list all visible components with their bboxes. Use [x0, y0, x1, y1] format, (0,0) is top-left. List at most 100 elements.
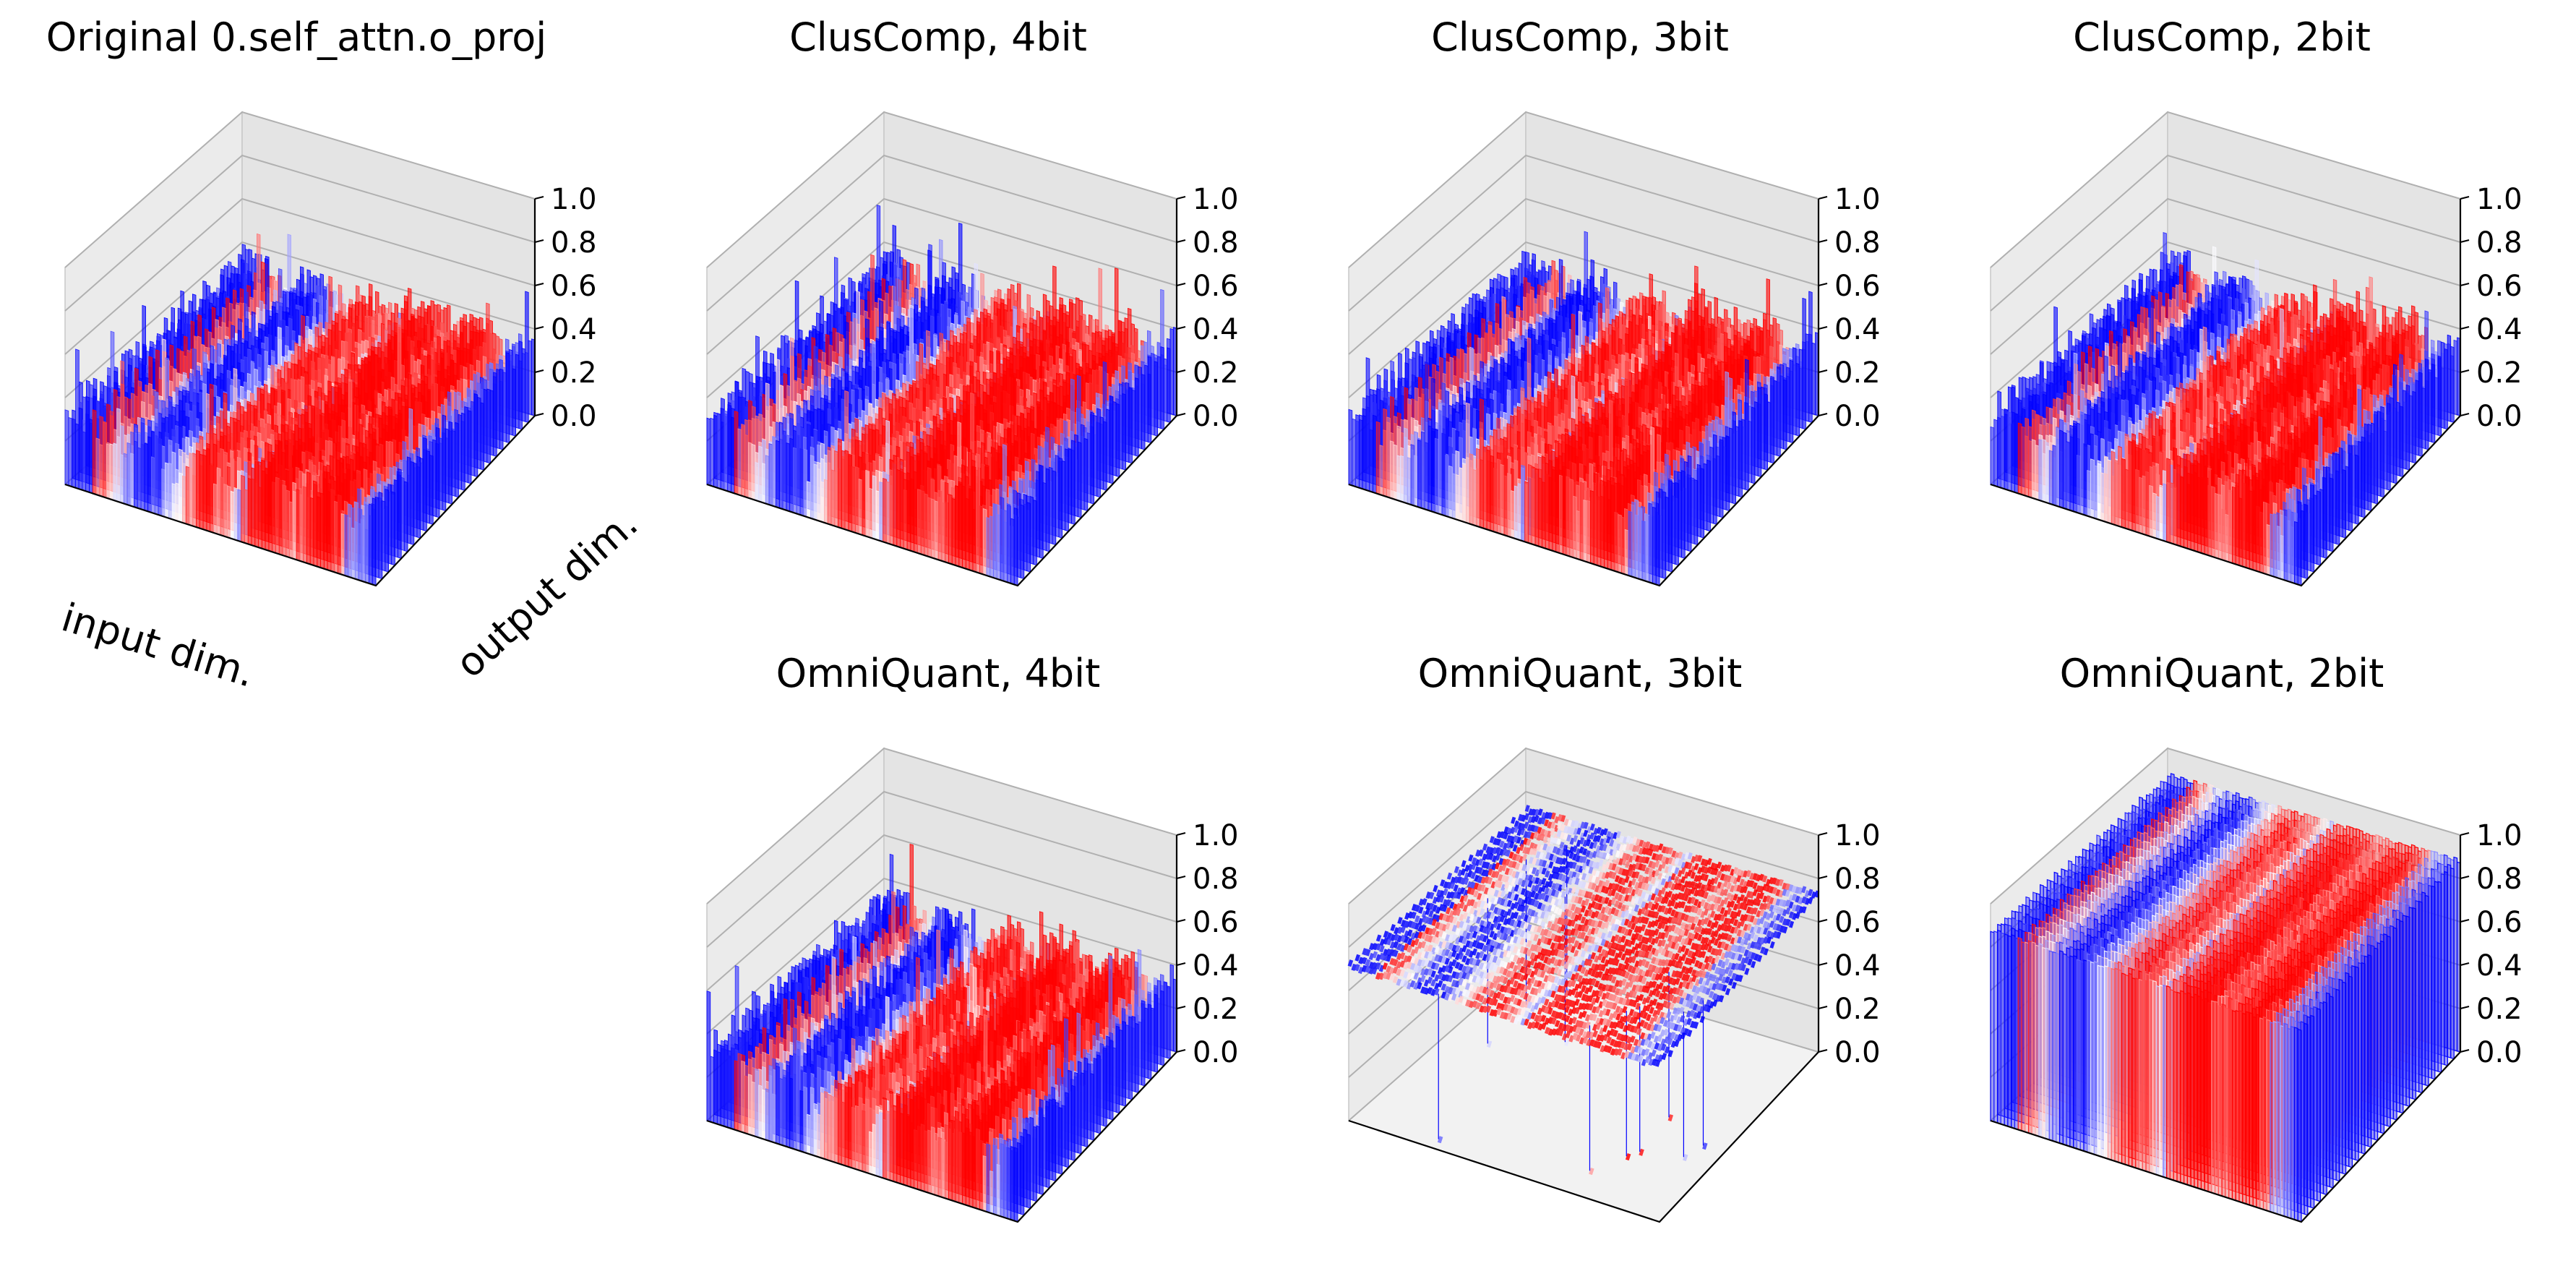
surface-strip [1039, 464, 1044, 559]
surface-strip [365, 529, 369, 584]
surface-strip [486, 388, 491, 464]
surface-strip [85, 413, 90, 493]
surface-strip [334, 500, 338, 574]
surface-strip [233, 488, 239, 542]
surface-strip [372, 497, 377, 586]
surface-strip [838, 438, 842, 529]
surface-strip [1052, 470, 1057, 546]
surface-strip [348, 503, 352, 578]
surface-strip [1000, 497, 1005, 582]
surface-strip [844, 453, 849, 531]
surface-strip [369, 503, 373, 585]
surface-strip [934, 500, 939, 560]
surface-strip [116, 408, 121, 503]
surface-strip [914, 488, 918, 554]
surface-strip [1096, 408, 1101, 498]
z-tick-label: 0.4 [1193, 313, 1239, 346]
surface-strip [147, 436, 152, 513]
surface-strip [951, 497, 956, 566]
surface-strip [354, 521, 359, 581]
surface-strip [803, 448, 807, 518]
surface-strip [361, 515, 366, 583]
surface-strip [216, 467, 221, 536]
surface-strip [941, 502, 946, 562]
surface-strip [247, 477, 252, 546]
z-tick-label: 0.6 [1193, 270, 1239, 303]
surface-strip [299, 487, 304, 562]
z-gridline [64, 154, 536, 312]
surface-strip [313, 483, 318, 568]
surface-strip [1141, 374, 1146, 450]
surface-strip [461, 412, 465, 491]
surface-strip [171, 483, 176, 521]
surface-strip [202, 448, 207, 531]
surface-strip [199, 453, 204, 530]
z-tick [1176, 283, 1186, 286]
surface-strip [1169, 328, 1174, 416]
surface-strip [323, 471, 328, 570]
surface-strip [724, 410, 729, 492]
surface-strip [879, 481, 884, 542]
z-gridline [64, 197, 536, 355]
z-tick [1176, 196, 1186, 200]
surface-strip [796, 405, 801, 516]
surface-strip [962, 437, 966, 570]
surface-strip [862, 462, 867, 537]
surface-strip [931, 498, 935, 560]
surface-strip [827, 446, 832, 526]
surface-strip [965, 497, 970, 570]
surface-strip [937, 489, 943, 562]
surface-strip [258, 486, 262, 549]
surface-strip [109, 443, 114, 501]
surface-strip [1805, 333, 1810, 422]
surface-strip [765, 455, 770, 505]
surface-strip [528, 340, 532, 416]
surface-strip [282, 484, 287, 557]
surface-strip [900, 471, 904, 549]
surface-strip [993, 503, 997, 580]
z-tick-label: 0.4 [551, 313, 597, 346]
surface-strip [945, 501, 949, 564]
surface-strip [385, 488, 389, 573]
z-tick-label: 0.2 [1193, 356, 1239, 390]
surface-strip [786, 442, 791, 512]
z-tick-label: 0.2 [551, 356, 597, 390]
surface-strip [473, 393, 478, 478]
surface-strip [512, 368, 516, 437]
surface-strip [158, 437, 163, 517]
surface-strip [972, 508, 977, 573]
surface-strip [734, 411, 739, 495]
surface-strip [435, 427, 440, 518]
surface-strip [442, 414, 447, 512]
surface-strip [1077, 441, 1082, 518]
surface-strip [509, 348, 513, 436]
surface-strip [296, 489, 301, 562]
surface-strip [168, 462, 173, 520]
surface-strip [306, 471, 311, 565]
surface-strip [378, 492, 383, 580]
surface-strip [1026, 502, 1031, 573]
surface-strip [886, 481, 890, 544]
surface-strip [223, 483, 228, 538]
surface-strip [751, 443, 756, 501]
surface-strip [403, 481, 408, 552]
surface-strip [480, 402, 484, 471]
surface-strip [99, 443, 103, 497]
surface-strip [518, 341, 523, 430]
surface-strip [1103, 421, 1107, 491]
surface-strip [858, 479, 863, 536]
surface-strip [189, 453, 194, 527]
surface-strip [103, 421, 107, 499]
surface-strip [275, 476, 280, 555]
surface-strip [72, 418, 76, 489]
surface-strip [848, 453, 853, 532]
surface-strip [1808, 291, 1813, 423]
surface-strip [893, 454, 898, 547]
surface-strip [213, 483, 218, 534]
surface-strip [74, 423, 80, 489]
surface-strip [1135, 377, 1139, 457]
surface-strip [1020, 504, 1025, 580]
surface-strip [807, 481, 811, 519]
surface-strip [161, 469, 166, 518]
